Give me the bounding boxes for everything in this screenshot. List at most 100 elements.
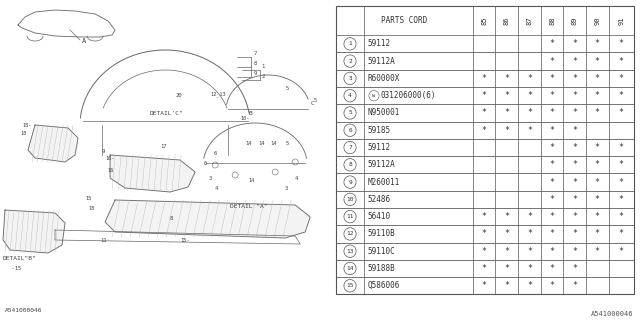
Text: 91: 91 bbox=[618, 17, 624, 25]
Text: 031206000(6): 031206000(6) bbox=[381, 91, 436, 100]
Text: *: * bbox=[504, 212, 509, 221]
Polygon shape bbox=[110, 155, 195, 192]
Text: 86: 86 bbox=[504, 17, 510, 25]
Text: *: * bbox=[504, 281, 509, 290]
Text: 59185: 59185 bbox=[367, 126, 390, 135]
Text: 87: 87 bbox=[527, 17, 532, 25]
Text: 12: 12 bbox=[346, 231, 354, 236]
Text: *: * bbox=[619, 212, 623, 221]
Text: *: * bbox=[504, 108, 509, 117]
Text: M260011: M260011 bbox=[367, 178, 400, 187]
Text: *: * bbox=[504, 229, 509, 238]
Text: *: * bbox=[619, 229, 623, 238]
Text: *: * bbox=[482, 281, 486, 290]
Text: *: * bbox=[619, 247, 623, 256]
Text: *: * bbox=[550, 143, 555, 152]
Polygon shape bbox=[28, 125, 78, 162]
Text: 8: 8 bbox=[348, 162, 352, 167]
Text: 13: 13 bbox=[346, 249, 354, 254]
Text: *: * bbox=[572, 264, 577, 273]
Polygon shape bbox=[105, 200, 310, 238]
Text: *: * bbox=[572, 229, 577, 238]
Text: 5: 5 bbox=[313, 98, 316, 103]
Text: *: * bbox=[572, 39, 577, 48]
Text: *: * bbox=[482, 74, 486, 83]
Text: *: * bbox=[550, 264, 555, 273]
Text: 6: 6 bbox=[348, 128, 352, 133]
Text: 59112: 59112 bbox=[367, 143, 390, 152]
Text: *: * bbox=[527, 74, 532, 83]
Text: 5: 5 bbox=[285, 141, 289, 146]
Text: 4: 4 bbox=[215, 186, 218, 191]
Text: 18: 18 bbox=[88, 206, 94, 211]
Text: 10-: 10- bbox=[240, 116, 250, 121]
Text: *: * bbox=[572, 195, 577, 204]
Text: *: * bbox=[619, 39, 623, 48]
Text: N950001: N950001 bbox=[367, 108, 400, 117]
Text: *: * bbox=[550, 281, 555, 290]
Text: *: * bbox=[595, 108, 600, 117]
Text: *: * bbox=[527, 264, 532, 273]
Text: *: * bbox=[504, 264, 509, 273]
Text: *: * bbox=[504, 247, 509, 256]
Text: 16: 16 bbox=[107, 168, 113, 173]
Text: 12_13: 12_13 bbox=[210, 91, 226, 97]
Text: 3: 3 bbox=[208, 176, 211, 181]
Text: Q586006: Q586006 bbox=[367, 281, 400, 290]
Text: *: * bbox=[527, 126, 532, 135]
Text: 59110C: 59110C bbox=[367, 247, 395, 256]
Text: 88: 88 bbox=[549, 17, 555, 25]
Text: 1: 1 bbox=[348, 41, 352, 46]
Text: *: * bbox=[572, 74, 577, 83]
Text: 2: 2 bbox=[262, 74, 265, 79]
Text: *: * bbox=[572, 143, 577, 152]
Text: *: * bbox=[572, 126, 577, 135]
Text: *: * bbox=[572, 108, 577, 117]
Text: 59112A: 59112A bbox=[367, 57, 395, 66]
Text: *: * bbox=[550, 39, 555, 48]
Text: *: * bbox=[572, 91, 577, 100]
Text: *: * bbox=[572, 212, 577, 221]
Text: 15: 15 bbox=[346, 283, 354, 288]
Text: *: * bbox=[619, 143, 623, 152]
Text: R60000X: R60000X bbox=[367, 74, 400, 83]
Text: PARTS CORD: PARTS CORD bbox=[381, 16, 428, 25]
Text: *: * bbox=[482, 264, 486, 273]
Text: *: * bbox=[550, 91, 555, 100]
Text: *: * bbox=[482, 247, 486, 256]
Text: B: B bbox=[248, 111, 252, 116]
Text: *: * bbox=[527, 108, 532, 117]
Text: *: * bbox=[527, 212, 532, 221]
Text: *: * bbox=[527, 91, 532, 100]
Text: 3: 3 bbox=[284, 186, 287, 191]
Text: *: * bbox=[550, 212, 555, 221]
Text: *: * bbox=[550, 160, 555, 169]
Text: *: * bbox=[595, 143, 600, 152]
Text: 85: 85 bbox=[481, 17, 487, 25]
Text: DETAIL"B": DETAIL"B" bbox=[3, 256, 36, 261]
Text: *: * bbox=[482, 91, 486, 100]
Text: 6: 6 bbox=[203, 161, 206, 166]
Text: DETAIL'C": DETAIL'C" bbox=[150, 111, 184, 116]
Text: 14: 14 bbox=[270, 141, 276, 146]
Text: 15: 15 bbox=[85, 196, 92, 201]
Text: 56410: 56410 bbox=[367, 212, 390, 221]
Text: 17: 17 bbox=[160, 144, 166, 149]
Text: *: * bbox=[550, 178, 555, 187]
Text: 59112: 59112 bbox=[367, 39, 390, 48]
Text: 52486: 52486 bbox=[367, 195, 390, 204]
Text: *: * bbox=[619, 160, 623, 169]
Text: 14: 14 bbox=[346, 266, 354, 271]
Text: 16-: 16- bbox=[105, 156, 115, 161]
Text: *: * bbox=[550, 57, 555, 66]
Text: 8: 8 bbox=[170, 216, 173, 221]
Text: C: C bbox=[310, 101, 314, 106]
Text: *: * bbox=[527, 281, 532, 290]
Text: 3: 3 bbox=[348, 76, 352, 81]
Text: *: * bbox=[550, 247, 555, 256]
Text: *: * bbox=[527, 247, 532, 256]
Text: *: * bbox=[482, 108, 486, 117]
Text: 15-: 15- bbox=[180, 238, 190, 243]
Text: 1: 1 bbox=[262, 64, 265, 69]
Text: *: * bbox=[619, 178, 623, 187]
